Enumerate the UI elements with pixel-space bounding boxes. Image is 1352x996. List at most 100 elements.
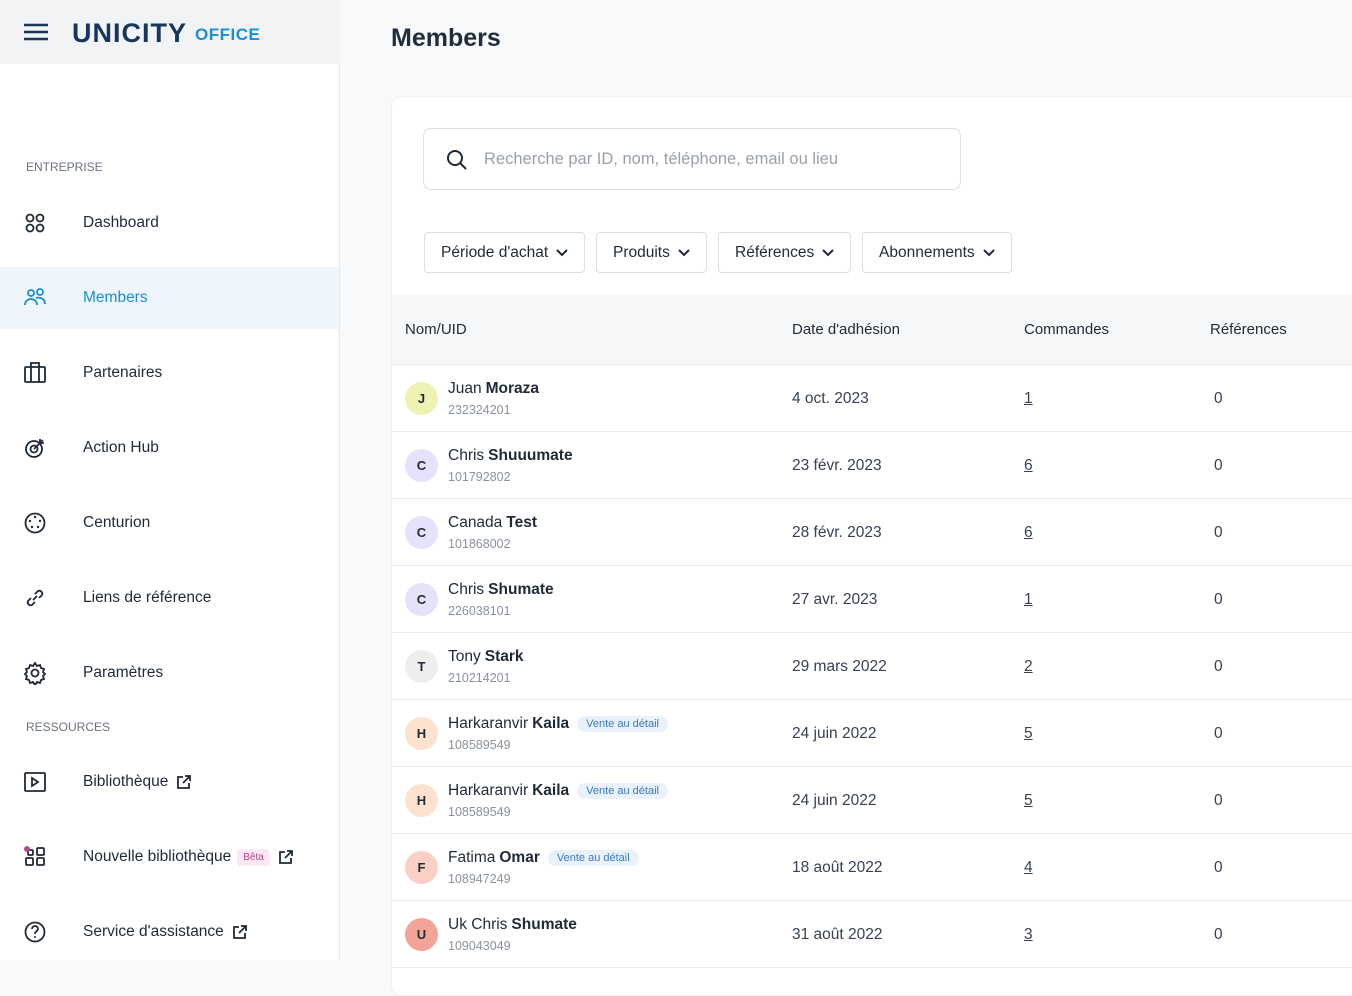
chevron bbox=[556, 248, 568, 256]
member-name: Juan Moraza bbox=[448, 380, 539, 398]
uid: 109043049 bbox=[448, 939, 511, 953]
uid: 108589549 bbox=[448, 738, 511, 752]
nav-label: Bibliothèque bbox=[83, 773, 169, 790]
member-name: Uk Chris Shumate bbox=[448, 916, 577, 934]
brand: UNICITY bbox=[72, 18, 187, 48]
nav-item[interactable]: Members bbox=[0, 267, 339, 329]
filter-button[interactable]: Abonnements bbox=[862, 232, 1012, 273]
nav-item[interactable]: Bibliothèque bbox=[0, 751, 339, 813]
nav-label-wrap: Liens de référence bbox=[83, 589, 211, 607]
last-name: Moraza bbox=[485, 380, 540, 397]
orders-cell: 3 bbox=[1024, 926, 1033, 944]
last-name: Shuuumate bbox=[488, 447, 573, 464]
uid: 101792802 bbox=[448, 470, 511, 484]
nav-label-wrap: Partenaires bbox=[83, 364, 162, 382]
first-name: Chris bbox=[448, 447, 485, 464]
nav-label: Nouvelle bibliothèque bbox=[83, 848, 232, 865]
references: 0 bbox=[1214, 859, 1223, 876]
last-name: Kaila bbox=[532, 715, 570, 732]
orders-link[interactable]: 2 bbox=[1024, 658, 1033, 675]
orders-link[interactable]: 6 bbox=[1024, 457, 1033, 474]
member-name: Tony Stark bbox=[448, 648, 524, 666]
table-row[interactable]: C Chris Shumate 226038101 27 avr. 2023 1 0 bbox=[392, 566, 1352, 633]
table-header bbox=[392, 295, 1352, 365]
nav-item[interactable]: Service d'assistance bbox=[0, 901, 339, 963]
column-header: Date d'adhésion bbox=[792, 321, 900, 338]
external-link-icon bbox=[232, 924, 247, 939]
join-date: 24 juin 2022 bbox=[792, 792, 877, 809]
nav-label-wrap: Centurion bbox=[83, 514, 150, 532]
brand-suffix: OFFICE bbox=[195, 25, 261, 44]
nav-item[interactable]: Paramètres bbox=[0, 642, 339, 704]
references: 0 bbox=[1214, 457, 1223, 474]
filter-button[interactable]: Période d'achat bbox=[424, 232, 586, 273]
chevron bbox=[822, 248, 834, 256]
search-box[interactable]: Recherche par ID, nom, téléphone, email … bbox=[423, 128, 961, 190]
chevron bbox=[678, 248, 690, 256]
nav-item[interactable]: Nouvelle bibliothèque Bêta bbox=[0, 826, 339, 888]
avatar: U bbox=[405, 918, 438, 951]
filter-button[interactable]: Références bbox=[718, 232, 852, 273]
menu-icon[interactable] bbox=[24, 23, 48, 41]
nav-label: Partenaires bbox=[83, 364, 163, 381]
uid: 226038101 bbox=[448, 604, 511, 618]
search-placeholder: Recherche par ID, nom, téléphone, email … bbox=[484, 150, 839, 168]
table-row[interactable]: H Harkaranvir Kaila Vente au détail 10858954… bbox=[392, 767, 1352, 834]
nav-item[interactable]: Dashboard bbox=[0, 192, 339, 254]
last-name: Shumate bbox=[488, 581, 554, 598]
first-name: Juan bbox=[448, 380, 482, 397]
uid: 210214201 bbox=[448, 671, 511, 685]
table-row[interactable]: C Canada Test 101868002 28 févr. 2023 6 0 bbox=[392, 499, 1352, 566]
join-date: 23 févr. 2023 bbox=[792, 457, 882, 474]
orders-link[interactable]: 5 bbox=[1024, 725, 1033, 742]
section-label: ENTREPRISE bbox=[26, 160, 103, 174]
nav-icon bbox=[24, 846, 45, 866]
uid: 232324201 bbox=[448, 403, 511, 417]
nav-icon bbox=[23, 661, 47, 685]
search-icon bbox=[447, 150, 467, 170]
table-row[interactable]: U Uk Chris Shumate 109043049 31 août 2022 3 0 bbox=[392, 901, 1352, 968]
table-row[interactable]: C Chris Shuuumate 101792802 23 févr. 2023 6 0 bbox=[392, 432, 1352, 499]
orders-cell: 6 bbox=[1024, 457, 1033, 475]
filter-button[interactable]: Produits bbox=[596, 232, 707, 273]
orders-link[interactable]: 3 bbox=[1024, 926, 1033, 943]
nav-icon bbox=[24, 288, 46, 306]
last-name: Test bbox=[506, 514, 538, 531]
orders-link[interactable]: 1 bbox=[1024, 591, 1033, 608]
table-row[interactable]: F Fatima Omar Vente au détail 108947249 18 ao… bbox=[392, 834, 1352, 901]
orders-cell: 5 bbox=[1024, 725, 1033, 743]
orders-link[interactable]: 1 bbox=[1024, 390, 1033, 407]
orders-cell: 1 bbox=[1024, 390, 1033, 408]
orders-link[interactable]: 6 bbox=[1024, 524, 1033, 541]
nav-icon bbox=[24, 772, 46, 792]
table-row[interactable]: H Harkaranvir Kaila Vente au détail 10858954… bbox=[392, 700, 1352, 767]
nav-item[interactable]: Action Hub bbox=[0, 417, 339, 479]
member-name: Harkaranvir Kaila Vente au détail bbox=[448, 782, 668, 800]
nav-item[interactable]: Liens de référence bbox=[0, 567, 339, 629]
tag: Vente au détail bbox=[577, 783, 668, 799]
orders-link[interactable]: 4 bbox=[1024, 859, 1033, 876]
last-name: Kaila bbox=[532, 782, 570, 799]
nav-label-wrap: Action Hub bbox=[83, 439, 159, 457]
orders-link[interactable]: 5 bbox=[1024, 792, 1033, 809]
avatar: C bbox=[405, 516, 438, 549]
top-bar: UNICITY OFFICE bbox=[0, 0, 340, 64]
uid: 108947249 bbox=[448, 872, 511, 886]
join-date: 29 mars 2022 bbox=[792, 658, 887, 675]
first-name: Canada bbox=[448, 514, 503, 531]
nav-label: Action Hub bbox=[83, 439, 159, 456]
avatar: H bbox=[405, 717, 438, 750]
first-name: Uk Chris bbox=[448, 916, 508, 933]
last-name: Omar bbox=[499, 849, 540, 866]
nav-item[interactable]: Partenaires bbox=[0, 342, 339, 404]
references: 0 bbox=[1214, 658, 1223, 675]
table-row[interactable]: J Juan Moraza 232324201 4 oct. 2023 1 0 bbox=[392, 365, 1352, 432]
nav-item[interactable]: Centurion bbox=[0, 492, 339, 554]
nav-label-wrap: Paramètres bbox=[83, 664, 163, 682]
uid: 108589549 bbox=[448, 805, 511, 819]
table-row[interactable]: T Tony Stark 210214201 29 mars 2022 2 0 bbox=[392, 633, 1352, 700]
member-name: Canada Test bbox=[448, 514, 537, 532]
join-date: 27 avr. 2023 bbox=[792, 591, 878, 608]
last-name: Shumate bbox=[511, 916, 577, 933]
